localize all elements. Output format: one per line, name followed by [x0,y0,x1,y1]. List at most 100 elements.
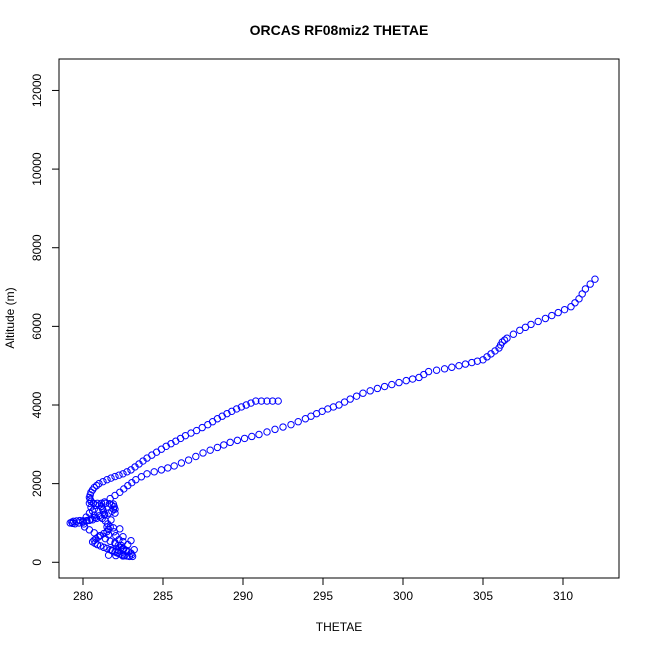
data-point [111,472,119,481]
data-point [527,320,535,329]
data-point [554,308,562,317]
data-point [75,519,83,527]
data-point [263,428,271,436]
data-point [206,446,214,454]
data-point [107,516,115,524]
data-point [257,397,266,405]
data-point [440,365,449,373]
data-point [199,449,207,457]
data-point [516,326,524,334]
data-point [137,473,146,481]
x-tick-label: 280 [73,589,93,603]
data-point [130,545,138,554]
data-point [192,452,200,461]
data-point [255,430,263,439]
data-point [127,466,135,474]
data-point [586,280,594,288]
data-point [79,518,87,526]
data-point [71,520,79,528]
data-point [104,531,113,539]
data-point [152,448,161,456]
data-point [128,552,137,561]
data-point [120,485,128,493]
y-tick-label: 8000 [30,234,44,261]
y-tick-label: 4000 [30,391,44,418]
x-tick-label: 295 [313,589,333,603]
data-point [143,470,151,478]
data-point [395,378,403,387]
data-point [233,436,242,445]
data-point [109,505,118,513]
y-tick-label: 0 [30,559,44,566]
data-point [87,497,95,506]
data-point [432,366,441,374]
data-point [176,434,185,443]
data-point [90,511,98,519]
data-point [111,509,119,517]
x-tick-label: 290 [233,589,253,603]
data-point [100,543,108,552]
data-point [359,389,367,397]
data-point [415,373,423,382]
data-point [95,479,103,488]
data-point [509,330,518,338]
x-axis-label: THETAE [316,620,362,634]
data-point [503,334,511,342]
y-axis-label: Altitude (m) [3,287,17,348]
data-point [226,438,234,447]
data-point [92,481,101,490]
data-point [268,397,277,405]
data-point [248,432,256,441]
data-point [500,336,509,344]
data-point [119,470,127,478]
data-point [107,474,115,482]
y-tick-label: 6000 [30,313,44,340]
data-point [111,538,119,547]
data-point [213,443,222,452]
x-tick-label: 305 [473,589,493,603]
data-point [237,403,246,411]
data-point [198,423,206,432]
data-point [301,415,310,423]
data-point [591,275,599,283]
data-point [534,317,542,326]
data-point [164,464,172,472]
data-point [123,468,131,476]
data-point [220,441,228,449]
data-point [279,423,287,431]
data-point [181,431,190,440]
data-point [124,540,132,549]
data-point [402,376,410,385]
data-point [571,299,579,307]
data-point [112,551,120,560]
data-point [448,363,456,371]
data-point [148,451,156,459]
data-point [455,361,463,370]
data-point [274,397,282,405]
data-points [66,275,599,561]
data-point [119,552,127,560]
data-point [88,507,97,515]
data-point [184,456,193,464]
data-point [83,516,91,525]
data-point [208,418,217,426]
y-axis: 0 2000 4000 6000 8000 10000 12000 [30,73,60,566]
data-point [388,380,396,389]
x-tick-label: 310 [553,589,573,603]
data-point [204,420,212,429]
data-point [380,382,389,391]
data-point [119,537,127,546]
chart-title: ORCAS RF08miz2 THETAE [250,22,429,38]
data-point [157,445,166,453]
data-point [567,303,575,311]
data-point [99,477,107,486]
data-point [247,399,255,407]
data-point [373,384,382,393]
data-point [263,397,271,405]
data-point [287,420,295,429]
data-point [424,367,433,376]
data-point [408,375,417,383]
data-point [346,395,354,403]
data-point [271,425,279,434]
